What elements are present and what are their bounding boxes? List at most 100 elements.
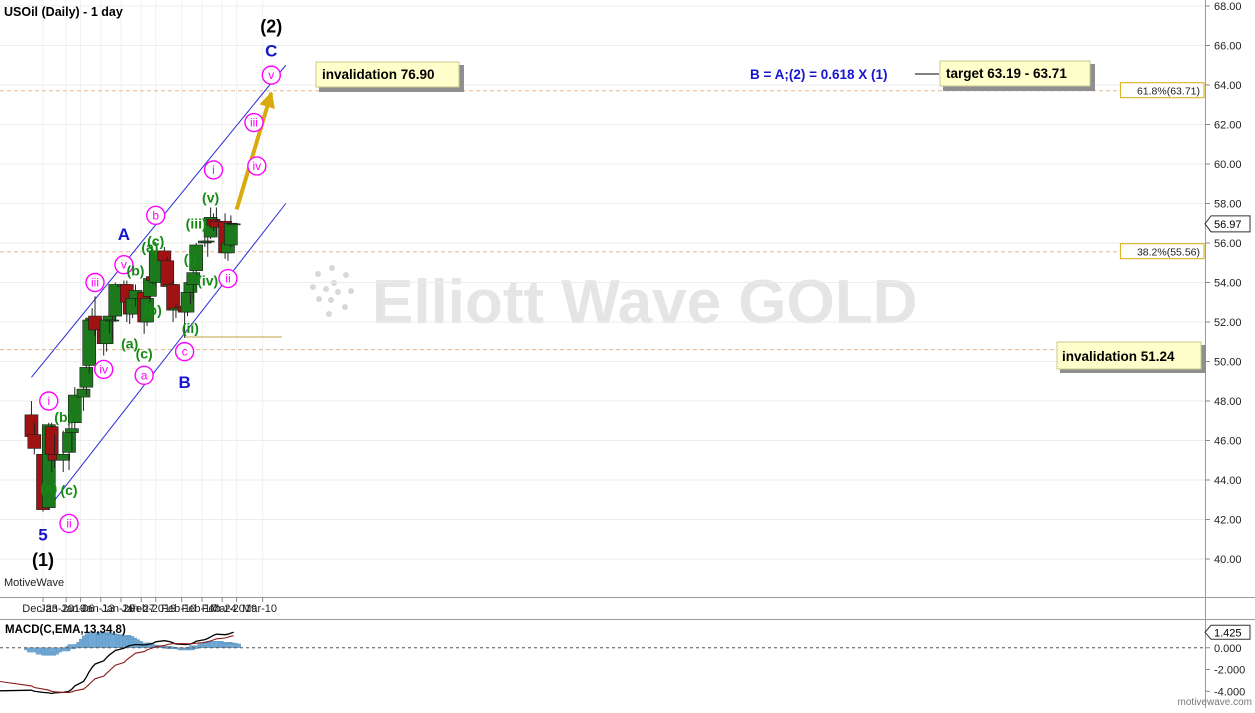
invalidation-upper-text: invalidation 76.90 xyxy=(322,67,435,82)
wave-label: (iv) xyxy=(197,273,218,289)
candle-body xyxy=(99,319,114,345)
target-box[interactable]: target 63.19 - 63.71 xyxy=(939,60,1095,91)
candle-body xyxy=(105,319,120,322)
invalidation-lower-text: invalidation 51.24 xyxy=(1062,349,1175,364)
wave-label: (b) xyxy=(127,263,145,279)
ratio-note: B = A;(2) = 0.618 X (1) xyxy=(750,67,888,82)
wave-label-circled: b xyxy=(146,205,166,226)
signal-line xyxy=(0,635,234,693)
wave-label-circled: iv xyxy=(93,359,114,380)
candle xyxy=(200,237,215,257)
candle xyxy=(224,215,238,247)
wave-label: (b) xyxy=(54,409,72,425)
wave-label: (a) xyxy=(121,336,138,352)
wave-label: iii xyxy=(91,276,99,290)
macd-histogram xyxy=(24,632,241,656)
price-tick-label: 46.00 xyxy=(1214,436,1242,448)
wave-label: iii xyxy=(250,116,258,130)
candle-body xyxy=(226,223,241,226)
retracement-label-box xyxy=(1119,82,1205,99)
platform-label: MotiveWave xyxy=(4,577,64,589)
price-tick-label: 44.00 xyxy=(1214,475,1242,487)
wave-label: iv xyxy=(253,159,262,173)
wave-label: iv xyxy=(99,362,108,376)
candle xyxy=(67,387,82,429)
wave-label-circled: v xyxy=(114,255,134,275)
wave-label: b xyxy=(152,208,159,222)
wave-label-circled: i xyxy=(39,391,59,411)
candle-body xyxy=(65,428,79,433)
wave-label-circled: iv xyxy=(247,156,267,176)
wave-circle xyxy=(39,391,59,411)
last-price-label: 56.97 xyxy=(1214,219,1242,231)
wave-label: i xyxy=(212,163,215,177)
projection-arrow xyxy=(234,91,275,210)
wave-label: (v) xyxy=(202,190,219,206)
wave-label-circled: a xyxy=(134,365,154,386)
wave-label: (b) xyxy=(144,302,162,318)
wave-label: (iii) xyxy=(186,215,207,231)
time-tick-label: Mar-2019 xyxy=(210,603,257,615)
candle-body xyxy=(27,434,42,449)
wave-circle xyxy=(203,160,224,180)
price-axis: 40.00 42.00 44.00 46.00 48.00 50.00 52.00 54.00… xyxy=(1205,1,1242,566)
candle-body xyxy=(79,367,94,388)
wave-circle xyxy=(218,268,238,289)
candle-body xyxy=(62,432,76,453)
wave-label: B xyxy=(178,373,190,392)
wave-label-circled: ii xyxy=(59,513,79,534)
price-tick-label: 68.00 xyxy=(1214,1,1242,13)
wave-label: (c) xyxy=(136,346,153,362)
candle-body xyxy=(56,454,71,461)
invalidation-upper-box[interactable]: invalidation 76.90 xyxy=(315,61,464,92)
price-tick-label: 48.00 xyxy=(1214,396,1242,408)
projection-arrow-line xyxy=(234,91,275,210)
candle xyxy=(27,422,42,455)
wave-label: (1) xyxy=(32,550,54,570)
invalidation-lower-box[interactable]: invalidation 51.24 xyxy=(1056,341,1206,373)
wave-label-circled: i xyxy=(203,160,224,180)
price-tick-label: 54.00 xyxy=(1214,278,1242,290)
candle xyxy=(186,268,201,301)
time-tick-label: Jan-13 xyxy=(81,603,115,615)
price-tick-label: 52.00 xyxy=(1214,317,1242,329)
time-axis: Dec-23Jan-2019Jan-06Jan-13Jan-20Jan-27Fe… xyxy=(22,597,277,615)
candle-body xyxy=(224,222,238,246)
candle-body xyxy=(108,284,123,317)
candle-body xyxy=(76,388,91,398)
time-tick-label: Dec-23 xyxy=(22,603,57,615)
wave-circle xyxy=(261,65,282,85)
wave-label: (c) xyxy=(147,233,164,249)
price-tick-label: 42.00 xyxy=(1214,515,1242,527)
wave-label: (i) xyxy=(184,251,197,267)
candle-body xyxy=(67,394,82,424)
candle xyxy=(88,296,102,336)
candle-body xyxy=(88,315,102,331)
wave-label-circled: c xyxy=(174,341,195,362)
wave-label: v xyxy=(121,258,127,272)
wave-label: (c) xyxy=(60,482,77,498)
macd-title: MACD(C,EMA,13,34,8) xyxy=(5,624,126,636)
price-tick-label: 58.00 xyxy=(1214,199,1242,211)
wave-label-circled: iii xyxy=(244,112,264,133)
wave-label: 5 xyxy=(38,525,47,544)
wave-circle xyxy=(134,365,154,386)
time-tick-label: Jan-27 xyxy=(121,603,155,615)
wave-label: ii xyxy=(225,272,230,286)
wave-label: ii xyxy=(66,516,71,530)
candle-body xyxy=(186,272,201,285)
candle-body xyxy=(180,292,195,313)
channel-line xyxy=(48,203,287,508)
time-tick-label: Feb-24 xyxy=(202,603,237,615)
price-tick-label: 40.00 xyxy=(1214,554,1242,566)
candle-body xyxy=(24,414,39,437)
wave-label: A xyxy=(118,225,130,244)
price-tick-label: 50.00 xyxy=(1214,357,1242,369)
wave-label: i xyxy=(47,394,50,408)
time-tick-label: Feb-17 xyxy=(182,603,217,615)
macd-tick-label: -4.000 xyxy=(1214,686,1245,698)
time-tick-label: Jan-2019 xyxy=(40,603,86,615)
